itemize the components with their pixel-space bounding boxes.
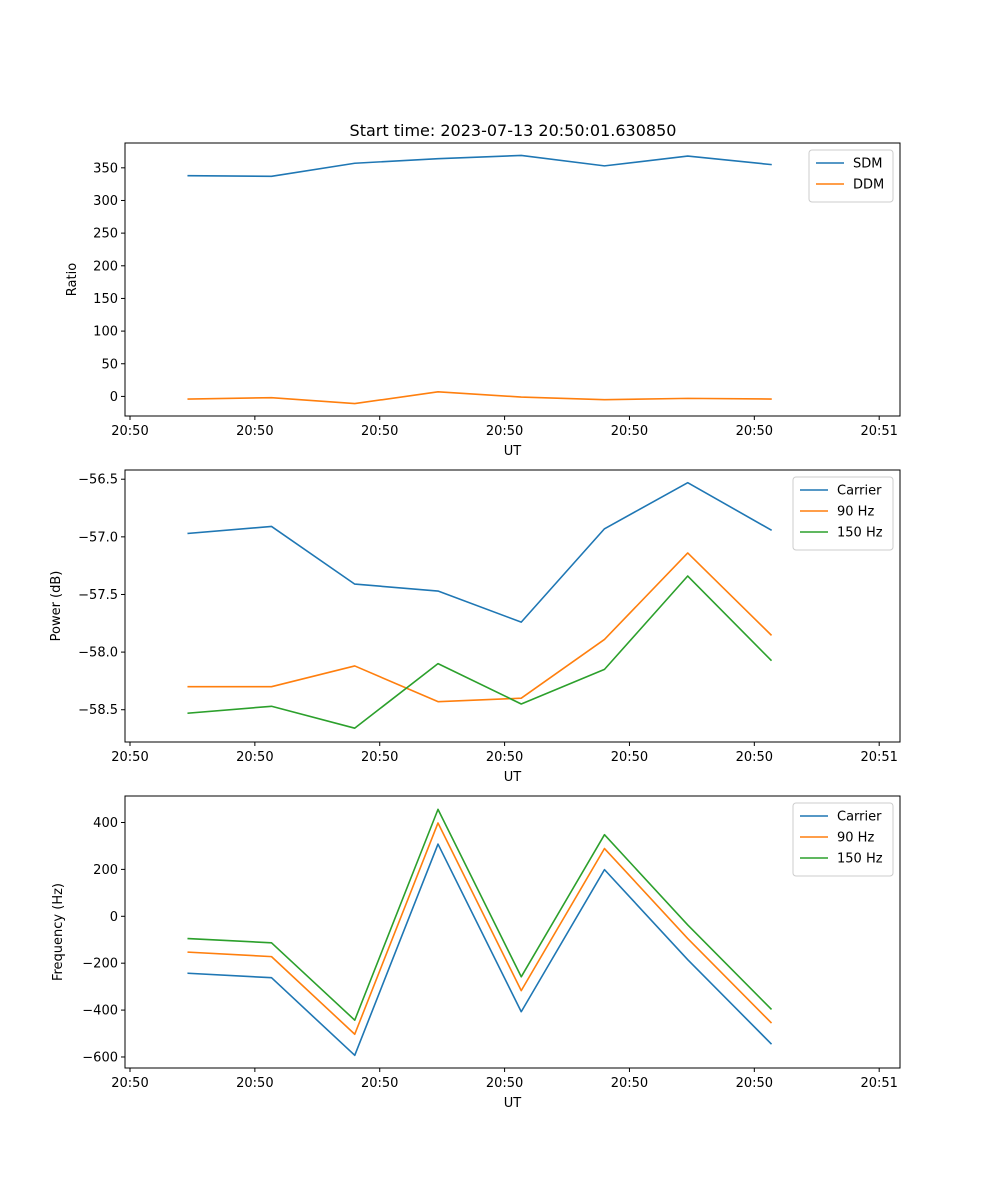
x-tick-label: 20:50 [736,424,773,439]
y-tick-label: 200 [93,259,118,274]
series-line-90-hz [187,822,773,1036]
x-tick-label: 20:50 [361,424,398,439]
y-axis-label: Ratio [65,263,80,296]
x-tick-label: 20:50 [361,750,398,765]
y-tick-label: 150 [93,292,118,307]
legend-entry: 150 Hz [837,852,883,867]
y-axis-label: Frequency (Hz) [51,883,66,981]
x-tick-label: 20:51 [860,1076,897,1091]
x-tick-label: 20:50 [236,750,273,765]
y-tick-label: −600 [82,1050,118,1065]
panel-2: −58.5 −58.0 −57.5 −57.0 −56.5 20:50 20:50 20:50… [49,469,901,785]
x-tick-label: 20:50 [111,424,148,439]
plot-frame [124,469,901,743]
y-tick-label: 0 [110,910,118,925]
y-tick-label: −58.5 [78,703,118,718]
y-tick-label: −56.5 [78,473,118,488]
legend-entry: 90 Hz [837,505,874,520]
x-tick-label: 20:50 [236,424,273,439]
y-tick-label: −400 [82,1004,118,1019]
series-line-150-hz [187,575,773,729]
y-tick-label: −58.0 [78,646,118,661]
series-line-150-hz [187,808,773,1021]
y-tick-label: 200 [93,863,118,878]
x-tick-label: 20:50 [611,750,648,765]
y-tick-label: 50 [101,357,118,372]
panel-1: 0 50 100 150 200 250 300 350 20:50 20:50 20:50 20:5… [65,142,901,459]
legend-entry: DDM [853,178,884,193]
y-tick-label: 300 [93,194,118,209]
series-line-90-hz [187,552,773,703]
y-tick-label: −200 [82,957,118,972]
x-axis-label: UT [504,1096,522,1111]
y-tick-label: −57.0 [78,530,118,545]
x-tick-label: 20:51 [860,750,897,765]
series-line-carrier [187,843,773,1057]
legend-entry: SDM [853,157,882,172]
x-tick-label: 20:50 [611,1076,648,1091]
x-tick-label: 20:50 [361,1076,398,1091]
series-line-ddm [187,391,772,405]
x-tick-label: 20:50 [236,1076,273,1091]
legend: Carrier 90 Hz 150 Hz [792,476,894,551]
y-tick-label: 100 [93,325,118,340]
x-axis-label: UT [504,770,522,785]
legend-entry: 90 Hz [837,831,874,846]
legend-entry: 150 Hz [837,526,883,541]
legend-entry: Carrier [837,810,882,825]
y-tick-label: 400 [93,816,118,831]
figure-title: Start time: 2023-07-13 20:50:01.630850 [350,121,677,140]
x-tick-label: 20:50 [736,1076,773,1091]
panel-3: −600 −400 −200 0 200 400 20:50 20:50 20:50 20:50 2… [51,795,901,1111]
legend: SDM DDM [808,149,894,203]
x-tick-label: 20:50 [111,1076,148,1091]
panels: 0 50 100 150 200 250 300 350 20:50 20:50 20:50 20:5… [49,142,901,1111]
series-line-carrier [187,481,773,623]
x-axis-label: UT [504,444,522,459]
x-tick-label: 20:50 [486,750,523,765]
y-tick-label: 0 [110,390,118,405]
legend: Carrier 90 Hz 150 Hz [792,802,894,877]
x-tick-label: 20:50 [111,750,148,765]
y-tick-label: 250 [93,227,118,242]
series-line-sdm [187,154,772,178]
x-tick-label: 20:50 [486,424,523,439]
x-tick-label: 20:50 [486,1076,523,1091]
plot-frame [124,142,901,417]
x-tick-label: 20:51 [860,424,897,439]
x-tick-label: 20:50 [611,424,648,439]
x-tick-label: 20:50 [736,750,773,765]
plot-frame [124,795,901,1069]
y-axis-label: Power (dB) [49,571,64,642]
legend-entry: Carrier [837,484,882,499]
y-tick-label: −57.5 [78,588,118,603]
y-tick-label: 350 [93,161,118,176]
